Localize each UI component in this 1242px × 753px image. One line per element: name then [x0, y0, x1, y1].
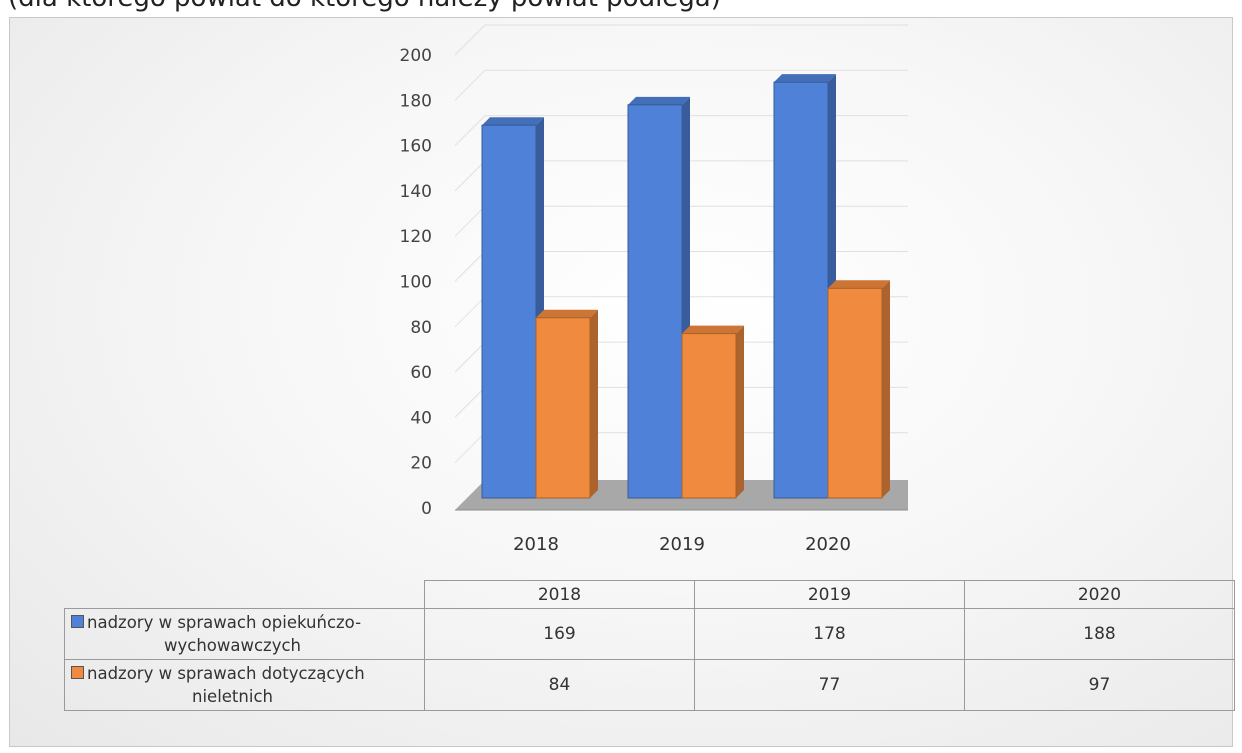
data-table: 2018 2019 2020 nadzory w sprawach opieku… — [64, 580, 1235, 711]
bar — [627, 96, 690, 499]
bar-front — [481, 124, 537, 499]
x-tick-label: 2018 — [513, 534, 559, 555]
series-label-blue: nadzory w sprawach opiekuńczo- wychowawc… — [64, 608, 425, 660]
series-label-orange: nadzory w sprawach dotyczących nieletnic… — [64, 659, 425, 711]
gridline-diagonal — [454, 251, 486, 282]
gridline-diagonal — [454, 387, 486, 418]
table-header-2020: 2020 — [964, 580, 1235, 609]
bar-front — [681, 333, 737, 499]
bar-top — [536, 309, 598, 318]
x-axis-ticks: 2018 2019 2020 — [513, 534, 851, 555]
bar-front — [535, 317, 591, 499]
y-tick-label: 180 — [400, 91, 432, 111]
y-tick-label: 40 — [410, 408, 432, 428]
bar-front — [827, 287, 883, 499]
table-cell: 178 — [694, 608, 965, 660]
table-cell: 169 — [424, 608, 695, 660]
gridline-diagonal — [454, 160, 486, 192]
legend-key-orange — [71, 666, 84, 679]
table-cell: 84 — [424, 659, 695, 711]
y-tick-label: 20 — [410, 454, 432, 474]
bar-side — [882, 280, 890, 498]
bar — [535, 309, 598, 499]
legend-key-blue — [71, 615, 84, 628]
y-axis-ticks: 0 20 40 60 80 100 120 140 160 180 200 — [400, 46, 432, 519]
x-tick-label: 2019 — [659, 534, 705, 555]
bar-front — [773, 81, 829, 499]
y-tick-label: 140 — [400, 182, 432, 202]
bar — [481, 117, 544, 499]
bar-side — [590, 309, 598, 498]
bar — [827, 280, 890, 499]
gridline-diagonal — [454, 341, 486, 373]
y-tick-label: 60 — [410, 363, 432, 383]
table-header-row: 2018 2019 2020 — [64, 580, 1235, 609]
bar-top — [482, 117, 544, 126]
gridline-diagonal — [454, 24, 486, 56]
table-cell: 97 — [964, 659, 1235, 711]
bar — [681, 325, 744, 499]
series-label-line1: nadzory w sprawach opiekuńczo- — [87, 613, 362, 632]
gridline-diagonal — [454, 115, 486, 146]
y-tick-label: 0 — [421, 499, 432, 519]
y-tick-label: 200 — [400, 46, 432, 66]
gridline-diagonal — [454, 296, 486, 328]
gridline-diagonal — [454, 205, 486, 237]
series-label-line2: wychowawczych — [163, 636, 301, 655]
bar-top — [682, 325, 744, 334]
table-row: nadzory w sprawach opiekuńczo- wychowawc… — [64, 608, 1235, 660]
bars — [481, 74, 890, 499]
bar-side — [736, 325, 744, 498]
gridline-diagonal — [454, 69, 486, 101]
table-cell: 188 — [964, 608, 1235, 660]
y-tick-label: 120 — [400, 227, 432, 247]
x-tick-label: 2020 — [805, 534, 851, 555]
bar-front — [627, 104, 683, 499]
bar — [773, 74, 836, 499]
series-label-line1: nadzory w sprawach dotyczących — [87, 664, 365, 683]
y-tick-label: 80 — [410, 318, 432, 338]
bar-top — [828, 280, 890, 289]
y-tick-label: 160 — [400, 137, 432, 157]
table-row: nadzory w sprawach dotyczących nieletnic… — [64, 659, 1235, 711]
table-corner — [64, 580, 425, 609]
bar-top — [774, 74, 836, 83]
y-tick-label: 100 — [400, 273, 432, 293]
table-cell: 77 — [694, 659, 965, 711]
header-text: (dla którego powiat do którego należy po… — [8, 0, 1234, 17]
table-header-2019: 2019 — [694, 580, 965, 609]
table-header-2018: 2018 — [424, 580, 695, 609]
bar-top — [628, 96, 690, 105]
gridline-diagonal — [454, 432, 486, 464]
series-label-line2: nieletnich — [192, 687, 273, 706]
